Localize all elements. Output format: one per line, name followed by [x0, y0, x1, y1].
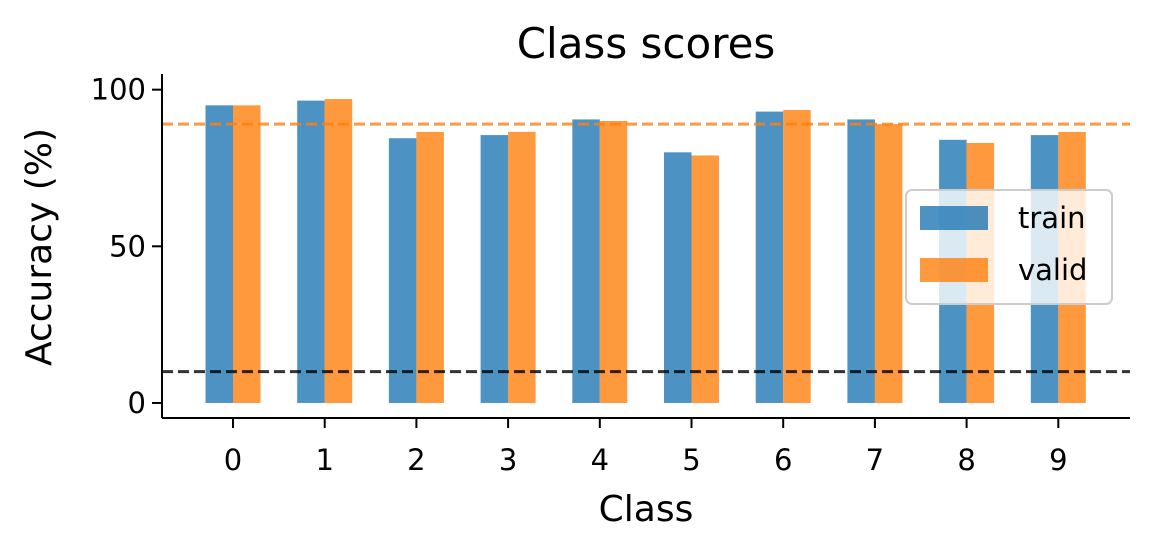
bar-train-3	[480, 135, 509, 403]
legend-label-train: train	[1018, 201, 1086, 235]
bar-valid-2	[416, 131, 444, 403]
x-axis-label: Class	[599, 489, 694, 530]
y-tick-label-100: 100	[91, 73, 146, 107]
legend-swatch-train	[920, 206, 988, 230]
x-tick-label-4: 4	[591, 443, 609, 477]
bar-valid-1	[324, 99, 353, 403]
bar-valid-5	[691, 155, 719, 403]
x-tick-label-8: 8	[957, 443, 975, 477]
bar-train-7	[847, 119, 875, 403]
bar-valid-3	[508, 131, 536, 403]
x-tick-label-6: 6	[774, 443, 792, 477]
x-tick-label-2: 2	[407, 443, 425, 477]
x-tick-label-5: 5	[682, 443, 700, 477]
bar-train-6	[755, 111, 784, 403]
x-tick-label-3: 3	[499, 443, 517, 477]
chart-title: Class scores	[517, 19, 776, 68]
bar-train-0	[205, 105, 233, 403]
bar-valid-7	[874, 124, 903, 403]
bar-train-2	[388, 138, 417, 403]
bar-valid-0	[233, 105, 261, 403]
y-tick-label-0: 0	[128, 386, 146, 420]
x-tick-label-0: 0	[224, 443, 242, 477]
x-tick-label-9: 9	[1049, 443, 1067, 477]
y-tick-label-50: 50	[109, 229, 146, 263]
x-tick-label-1: 1	[315, 443, 333, 477]
bar-valid-4	[599, 120, 628, 403]
bar-train-1	[297, 100, 325, 403]
x-tick-label-7: 7	[866, 443, 884, 477]
legend-label-valid: valid	[1018, 253, 1087, 287]
bar-train-4	[572, 119, 600, 403]
plot-area: 0 50 100 0 1 2 3 4 5 6 7 8 9 train valid	[91, 73, 1130, 477]
bar-train-5	[664, 152, 692, 403]
legend-swatch-valid	[920, 258, 988, 282]
bar-valid-6	[783, 110, 811, 403]
y-axis-label: Accuracy (%)	[19, 128, 60, 366]
